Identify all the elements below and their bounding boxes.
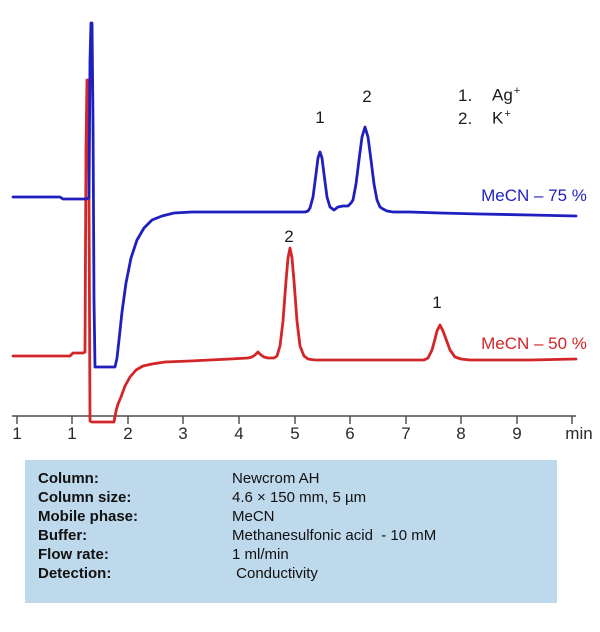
spec-row-mobile-phase: Mobile phase: MeCN xyxy=(38,507,557,526)
charge-sign: + xyxy=(513,85,521,98)
spec-value: Conductivity xyxy=(232,565,318,582)
legend-row-1: 1. Ag+ xyxy=(458,84,520,107)
legend-num-1: 1. xyxy=(458,85,473,105)
legend-num-2: 2. xyxy=(458,108,473,128)
spec-label: Flow rate: xyxy=(38,546,109,563)
spec-label: Column: xyxy=(38,470,99,487)
peak-legend: 1. Ag+ 2. K+ xyxy=(458,84,520,130)
spec-row-flow-rate: Flow rate: 1 ml/min xyxy=(38,545,557,564)
spec-value: 1 ml/min xyxy=(232,546,289,563)
spec-value: Newcrom AH xyxy=(232,470,320,487)
spec-label: Buffer: xyxy=(38,527,88,544)
trace-mecn-50 xyxy=(11,78,578,424)
spec-value: 4.6 × 150 mm, 5 µm xyxy=(232,489,367,506)
x-axis-ticks xyxy=(16,416,573,424)
trace-mecn-75 xyxy=(11,21,578,369)
spec-row-column-size: Column size: 4.6 × 150 mm, 5 µm xyxy=(38,488,557,507)
legend-species-ag: Ag+ xyxy=(492,85,521,105)
spec-row-column: Column: Newcrom AH xyxy=(38,469,557,488)
spec-label: Column size: xyxy=(38,489,132,506)
legend-species-k: K+ xyxy=(492,108,511,128)
spec-label: Detection: xyxy=(38,565,112,582)
legend-row-2: 2. K+ xyxy=(458,107,520,130)
chromatogram-plot xyxy=(11,21,578,424)
method-spec-table: Column: Newcrom AH Column size: 4.6 × 15… xyxy=(25,460,557,603)
spec-value: Methanesulfonic acid - 10 mM xyxy=(232,527,437,544)
charge-sign: + xyxy=(504,108,511,121)
spec-row-buffer: Buffer: Methanesulfonic acid - 10 mM xyxy=(38,526,557,545)
spec-row-detection: Detection: Conductivity xyxy=(38,564,557,583)
spec-value: MeCN xyxy=(232,508,275,525)
spec-label: Mobile phase: xyxy=(38,508,139,525)
